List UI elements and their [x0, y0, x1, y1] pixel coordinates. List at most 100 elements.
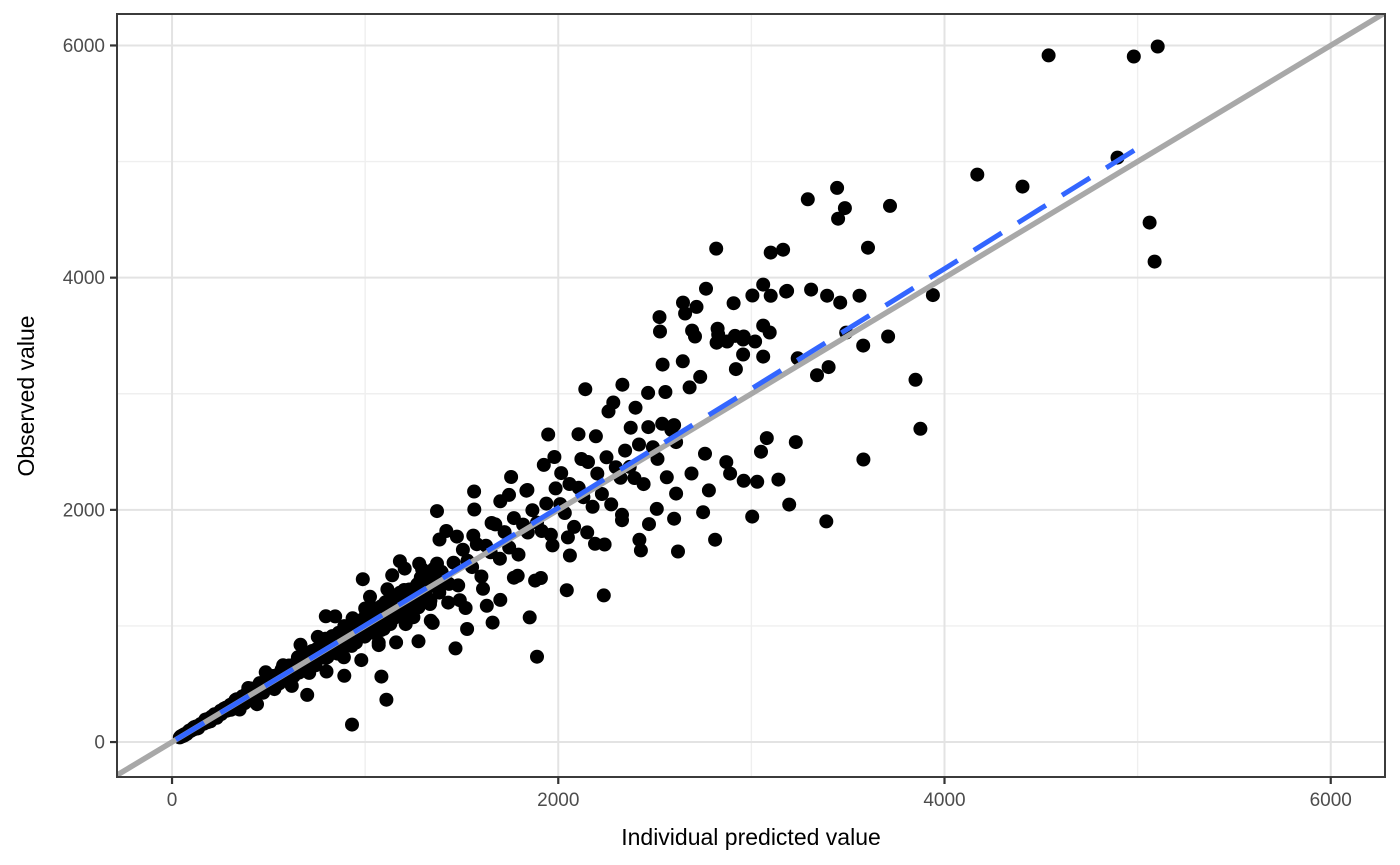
data-point — [493, 494, 508, 509]
data-point — [451, 578, 466, 593]
data-point — [719, 455, 734, 470]
data-point — [618, 443, 633, 458]
data-point — [319, 664, 334, 679]
data-point — [412, 556, 427, 571]
axis-ticks-layer — [110, 44, 1332, 784]
data-point — [460, 622, 475, 636]
data-point — [698, 446, 712, 461]
tick-labels-layer: 0 2000 4000 6000 0 2000 4000 6000 — [63, 36, 1352, 811]
data-point — [763, 245, 778, 260]
data-point — [466, 528, 481, 543]
data-point — [745, 288, 760, 303]
data-point — [1041, 48, 1056, 63]
data-point — [449, 529, 464, 544]
data-point — [302, 665, 317, 680]
data-point — [701, 483, 716, 498]
data-point — [355, 572, 370, 587]
x-tick-label: 6000 — [1310, 790, 1352, 811]
data-point — [1150, 39, 1165, 54]
data-point — [522, 610, 537, 625]
data-point — [682, 380, 697, 395]
data-point — [559, 583, 574, 598]
x-tick-label: 4000 — [923, 790, 965, 811]
data-point — [506, 570, 521, 585]
data-point — [776, 242, 791, 257]
data-point — [371, 638, 386, 653]
data-point — [300, 687, 315, 702]
data-point — [696, 505, 711, 520]
data-point — [671, 544, 685, 559]
data-point — [467, 484, 482, 499]
data-point — [736, 347, 751, 362]
y-tick-label: 4000 — [63, 268, 105, 289]
data-point — [655, 357, 670, 372]
data-point — [511, 547, 526, 562]
data-point — [861, 240, 875, 255]
data-point — [699, 281, 713, 296]
data-point — [726, 296, 741, 311]
data-point — [759, 431, 774, 446]
data-point — [439, 524, 454, 538]
data-point — [658, 385, 673, 399]
data-point — [641, 420, 656, 435]
data-point — [599, 450, 614, 465]
data-point — [653, 324, 667, 339]
data-point — [709, 241, 724, 256]
x-axis-title: Individual predicted value — [621, 824, 881, 850]
data-point — [771, 472, 786, 487]
data-point — [530, 649, 544, 664]
data-point — [820, 288, 835, 303]
data-point — [628, 400, 643, 415]
data-point — [476, 581, 490, 596]
data-point — [819, 514, 834, 529]
data-point — [675, 354, 690, 369]
data-point — [633, 543, 648, 558]
data-point — [689, 299, 704, 314]
data-point — [448, 641, 463, 656]
data-point — [649, 501, 664, 516]
data-point — [831, 211, 846, 226]
data-point — [804, 282, 819, 297]
data-point — [688, 329, 702, 344]
data-point — [736, 332, 751, 347]
data-point — [318, 609, 333, 624]
data-point — [379, 692, 394, 707]
data-point — [856, 338, 871, 353]
data-point — [782, 497, 797, 512]
data-point — [1147, 254, 1162, 269]
data-point — [547, 450, 562, 464]
data-point — [562, 548, 577, 563]
fit-lines-layer — [117, 14, 1385, 777]
y-tick-label: 6000 — [63, 36, 105, 57]
data-point — [560, 530, 575, 545]
data-point — [856, 452, 871, 467]
data-point — [736, 473, 751, 488]
data-point — [425, 615, 440, 630]
data-point — [754, 444, 768, 459]
data-point — [1126, 49, 1141, 64]
data-point — [258, 665, 273, 680]
data-point — [344, 638, 359, 653]
data-point — [380, 582, 395, 597]
data-point — [652, 310, 667, 325]
data-point — [441, 595, 456, 610]
data-point — [821, 360, 836, 375]
data-point — [541, 427, 556, 442]
data-point — [588, 429, 603, 444]
data-point — [374, 669, 389, 684]
data-point — [493, 592, 508, 607]
data-point — [284, 678, 299, 693]
data-point — [590, 466, 605, 481]
data-point — [363, 589, 377, 604]
data-point — [411, 634, 426, 649]
data-point — [881, 329, 896, 344]
data-point — [358, 601, 373, 616]
data-point — [548, 481, 563, 496]
data-point — [293, 637, 308, 652]
x-tick-label: 2000 — [537, 790, 579, 811]
data-point — [676, 295, 690, 310]
data-point — [383, 617, 398, 631]
data-point — [837, 201, 852, 216]
